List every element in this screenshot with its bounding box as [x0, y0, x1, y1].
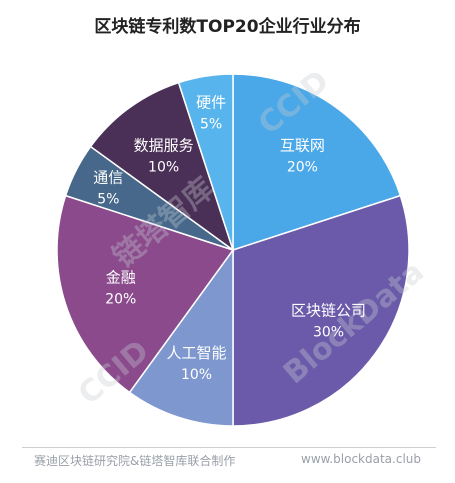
slice-value-label: 20% [105, 292, 136, 308]
pie-slice [177, 73, 234, 251]
pie-slice [128, 247, 234, 427]
slice-label: 数据服务 [134, 137, 194, 155]
slice-value-label: 30% [313, 324, 344, 340]
slice-value-label: 5% [200, 117, 222, 133]
pie-slice [89, 81, 235, 252]
pie-slices [56, 73, 410, 427]
pie-labels: 互联网 20% 区块链公司 30% 人工智能 10% 金融 20% 通信 5% 数据服务 10% 硬件 5… [93, 94, 366, 384]
pie-slice [232, 194, 410, 427]
chart-title: 区块链专利数TOP20企业行业分布 [94, 17, 361, 37]
slice-label: 区块链公司 [291, 301, 366, 319]
pie-slice [56, 194, 235, 394]
slice-label: 互联网 [280, 137, 325, 155]
slice-label: 硬件 [196, 94, 226, 112]
slice-value-label: 20% [287, 160, 318, 176]
slice-label: 人工智能 [166, 344, 226, 362]
footer-divider [22, 447, 436, 448]
slice-value-label: 10% [181, 367, 212, 383]
slice-label: 通信 [93, 168, 123, 186]
footer-url: www.blockdata.club [301, 452, 421, 466]
slice-label: 金融 [106, 269, 136, 287]
pie-slice [232, 73, 402, 252]
slice-value-label: 5% [97, 191, 119, 207]
footer-source: 赛迪区块链研究院&链塔智库联合制作 [34, 454, 236, 468]
slice-value-label: 10% [148, 160, 179, 176]
